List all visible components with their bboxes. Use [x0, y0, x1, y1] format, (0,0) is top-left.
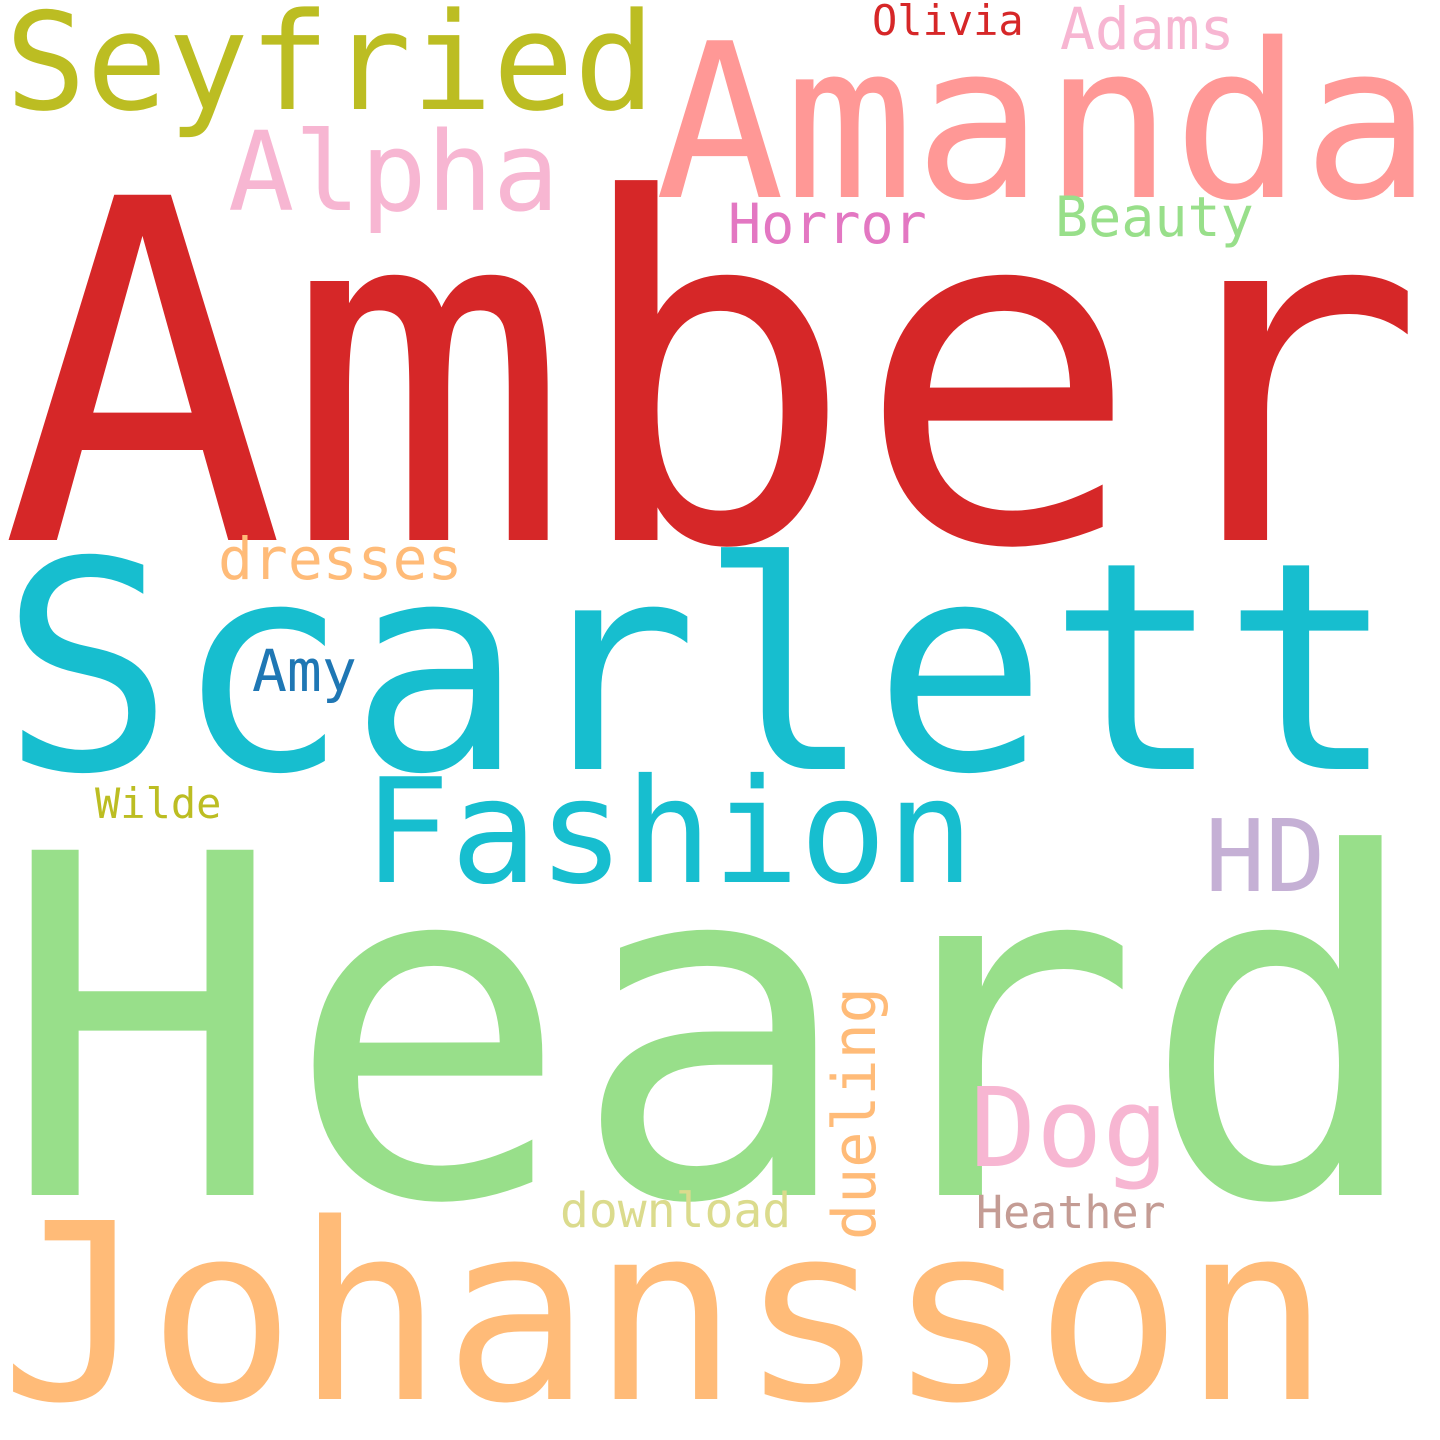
word-johansson: Johansson: [0, 1171, 1331, 1440]
word-horror: Horror: [728, 192, 927, 256]
word-wilde: Wilde: [95, 779, 222, 828]
word-dresses: dresses: [218, 525, 463, 593]
word-download: download: [560, 1183, 792, 1239]
word-fashion: Fashion: [363, 748, 975, 917]
word-heather: Heather: [976, 1186, 1166, 1239]
word-adams: Adams: [1060, 0, 1235, 63]
word-amy: Amy: [252, 637, 357, 705]
word-seyfried: Seyfried: [5, 0, 656, 141]
word-alpha: Alpha: [228, 108, 560, 236]
word-dueling: dueling: [820, 987, 890, 1240]
word-hd: HD: [1205, 798, 1326, 915]
word-beauty: Beauty: [1055, 185, 1254, 249]
word-amber: Amber: [0, 100, 1426, 652]
word-heard: Heard: [0, 755, 1426, 1307]
word-scarlett: Scarlett: [0, 501, 1397, 838]
word-amanda: Amanda: [655, 0, 1432, 248]
word-olivia: Olivia: [872, 0, 1024, 45]
word-dog: Dog: [970, 1064, 1169, 1192]
